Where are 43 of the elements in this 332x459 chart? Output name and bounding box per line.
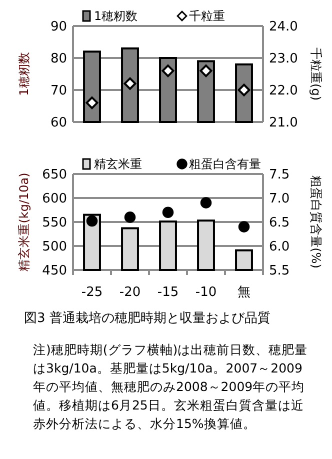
y-tick-label: 60	[50, 116, 67, 131]
y2-tick-label: 21.0	[269, 116, 298, 131]
y-tick-label: 90	[50, 20, 67, 35]
y-tick-label: 600	[42, 192, 67, 207]
y-tick-label: 550	[42, 216, 67, 231]
y-tick-label: 80	[50, 52, 67, 67]
y2-tick-label: 7.5	[269, 168, 290, 183]
point	[238, 221, 250, 232]
point	[86, 96, 98, 110]
x-tick-label: 無	[238, 285, 250, 300]
point	[200, 197, 212, 208]
y2-tick-label: 24.0	[269, 20, 298, 35]
y2-axis-title: 粗蛋白質含量(%)	[308, 176, 323, 268]
point	[162, 206, 174, 218]
legend-label: 千粒重	[189, 9, 225, 24]
legend-label: 精玄米重	[94, 157, 142, 172]
y2-axis-title: 千粒重(g)	[308, 48, 323, 100]
y-tick-label: 650	[42, 168, 67, 183]
x-tick-label: -20	[119, 285, 141, 300]
x-tick-label: -25	[81, 285, 103, 300]
y2-tick-label: 6.5	[269, 216, 290, 231]
y2-tick-label: 7.0	[269, 192, 290, 207]
text: 図3 普通栽培の穂肥時期と収量および品質	[24, 310, 270, 326]
legend-label: 粗蛋白含有量	[189, 157, 261, 172]
point	[238, 84, 250, 96]
y2-tick-label: 6.0	[269, 240, 290, 255]
legend-label: 1穂籾数	[94, 9, 138, 24]
y-tick-label: 450	[42, 264, 67, 279]
point	[124, 212, 136, 223]
y2-tick-label: 22.0	[269, 84, 298, 99]
point	[86, 215, 98, 227]
y-axis-title: 精玄米重(kg/10a)	[17, 172, 32, 272]
y-tick-label: 500	[42, 240, 67, 255]
y-axis-title: 1穂籾数	[17, 52, 32, 96]
point	[124, 77, 136, 90]
x-tick-label: -15	[157, 285, 179, 300]
point	[162, 64, 174, 78]
x-tick-label: -10	[195, 285, 217, 300]
y2-tick-label: 23.0	[269, 52, 298, 67]
text: 注)穂肥時期(グラフ横軸)は出穂前日数、穂肥量は3kg/10a。基肥量は5kg/10a。2007～2009年の平均値、無穂肥のみ2008～2009年の平均値。移植期は6月25日。玄米粗蛋白質含量は近赤外分析法による、水分15%換算値。	[33, 342, 308, 431]
y-tick-label: 70	[50, 84, 67, 99]
point	[200, 64, 212, 78]
y2-tick-label: 5.5	[269, 264, 290, 279]
